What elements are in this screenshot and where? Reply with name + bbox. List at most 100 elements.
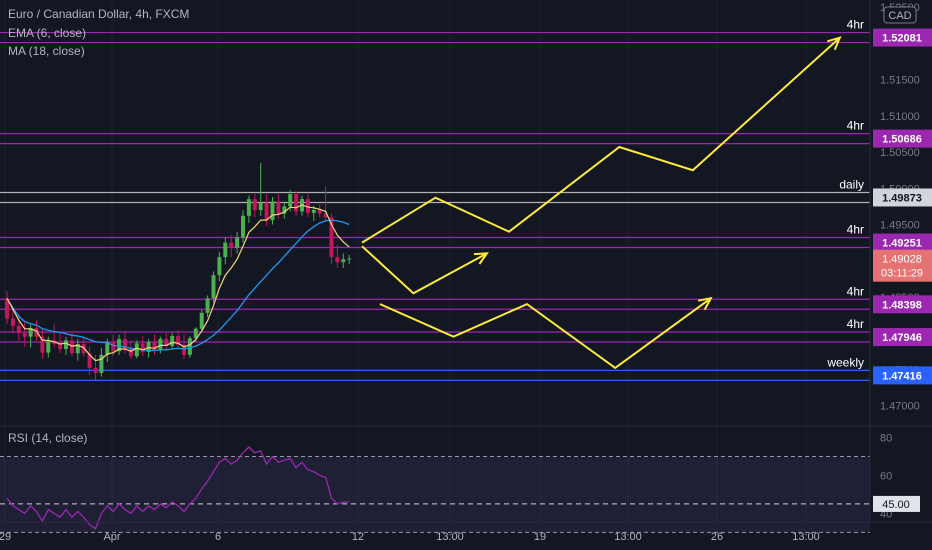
time-tick-label: 26 <box>711 531 723 543</box>
price-tick-label: 1.51000 <box>880 111 920 123</box>
candle-body <box>282 206 287 214</box>
time-tick-label: Apr <box>103 531 120 543</box>
level-price-label-0: 1.52081 <box>882 33 922 45</box>
candle-body <box>64 340 68 350</box>
projection-arrowhead-2 <box>697 296 713 311</box>
level-price-badge[interactable] <box>873 328 932 347</box>
candle-body <box>252 199 257 210</box>
level-tag-3: 4hr <box>847 223 864 237</box>
ma-legend[interactable]: MA (18, close) <box>8 44 85 58</box>
candle-body <box>117 338 122 352</box>
candle-body <box>75 343 80 354</box>
level-price-badge[interactable] <box>873 295 932 314</box>
symbol-title[interactable]: Euro / Canadian Dollar, 4h, FXCM <box>8 7 190 21</box>
time-axis[interactable]: 29 Apr 6 12 13:00 19 13:00 26 13:00 <box>0 521 932 543</box>
projection-arrows[interactable] <box>361 36 842 370</box>
candles <box>5 162 352 381</box>
rsi-level-badge-label: 45.00 <box>882 499 910 511</box>
candle-body <box>81 343 86 354</box>
candle-body <box>335 257 340 263</box>
candle-body <box>270 201 275 221</box>
candle-body <box>158 338 163 351</box>
ma-18-line <box>6 219 350 352</box>
candle-body <box>193 328 198 339</box>
candle-body <box>229 242 234 248</box>
projection-path-2[interactable] <box>379 297 712 370</box>
candle-body <box>199 312 204 329</box>
candle-body <box>99 354 104 373</box>
rsi-tick-label: 60 <box>880 470 892 482</box>
level-price-label-5: 1.47946 <box>882 332 922 344</box>
time-tick-label: 19 <box>534 531 546 543</box>
level-price-badge[interactable] <box>873 28 932 47</box>
candle-body <box>40 336 45 353</box>
candle-body <box>211 275 216 299</box>
candle-body <box>276 201 281 214</box>
projection-path-0[interactable] <box>361 36 841 244</box>
candle-body <box>105 341 110 355</box>
price-tick-label: 1.51500 <box>880 75 920 87</box>
level-price-label-3: 1.49251 <box>882 238 922 250</box>
candle-body <box>16 325 21 334</box>
ema-legend[interactable]: EMA (6, close) <box>8 26 87 40</box>
candle-body <box>111 341 116 352</box>
candle-body <box>170 336 175 347</box>
candle-body <box>217 257 222 276</box>
level-price-badge[interactable] <box>873 366 932 385</box>
countdown-label: 03:11:29 <box>881 268 923 280</box>
candle-body <box>311 210 316 213</box>
level-lines[interactable]: 4hr 4hr daily 4hr 4hr 4hr weekly <box>0 18 870 381</box>
candle-body <box>187 338 192 355</box>
level-price-badge[interactable] <box>873 233 932 252</box>
candle-body <box>317 210 322 214</box>
candle-body <box>235 237 240 248</box>
price-axis[interactable]: 1.525001.515001.510001.505001.500001.495… <box>869 0 932 521</box>
candle-body <box>128 349 133 357</box>
level-price-badge[interactable] <box>873 188 932 207</box>
candle-body <box>87 353 92 368</box>
rsi-tick-label: 80 <box>880 432 892 444</box>
candle-body <box>323 213 328 218</box>
price-tick-label: 1.49500 <box>880 219 920 231</box>
level-price-badge[interactable] <box>873 129 932 148</box>
candle-body <box>58 343 63 350</box>
projection-arrowhead-1 <box>473 252 489 265</box>
rsi-level-badge[interactable] <box>873 495 920 512</box>
candle-body <box>288 194 293 207</box>
candle-body <box>10 318 15 326</box>
candle-body <box>264 202 269 221</box>
currency-badge[interactable] <box>883 6 917 24</box>
candle-body <box>140 343 145 352</box>
current-price-label: 1.49028 <box>882 254 922 266</box>
candle-body <box>341 259 346 263</box>
projection-path-1[interactable] <box>361 245 488 295</box>
candle-body <box>329 217 334 258</box>
time-tick-label: 12 <box>352 531 364 543</box>
price-tick-label: 1.50500 <box>880 147 920 159</box>
level-price-label-2: 1.49873 <box>882 192 922 204</box>
candle-body <box>22 333 27 337</box>
projection-arrowhead-0 <box>827 36 842 51</box>
level-tag-2: daily <box>839 177 864 191</box>
candle-body <box>205 298 210 313</box>
level-price-label-6: 1.47416 <box>882 370 922 382</box>
level-tag-6: weekly <box>826 355 864 369</box>
level-price-label-1: 1.50686 <box>882 134 922 146</box>
level-tag-0: 4hr <box>847 18 864 32</box>
candle-body <box>123 338 127 350</box>
candle-body <box>294 194 299 212</box>
candle-body <box>152 341 157 351</box>
candle-body <box>46 340 51 353</box>
level-tag-5: 4hr <box>847 317 864 331</box>
candle-body <box>176 336 181 345</box>
candle-body <box>5 298 9 319</box>
ema-6-line <box>6 204 350 362</box>
current-price-badge[interactable] <box>873 249 932 282</box>
rsi-line <box>6 446 350 530</box>
candle-body <box>347 258 352 260</box>
candle-body <box>241 215 245 238</box>
rsi-legend[interactable]: RSI (14, close) <box>8 431 88 445</box>
time-tick-label: 13:00 <box>614 531 642 543</box>
